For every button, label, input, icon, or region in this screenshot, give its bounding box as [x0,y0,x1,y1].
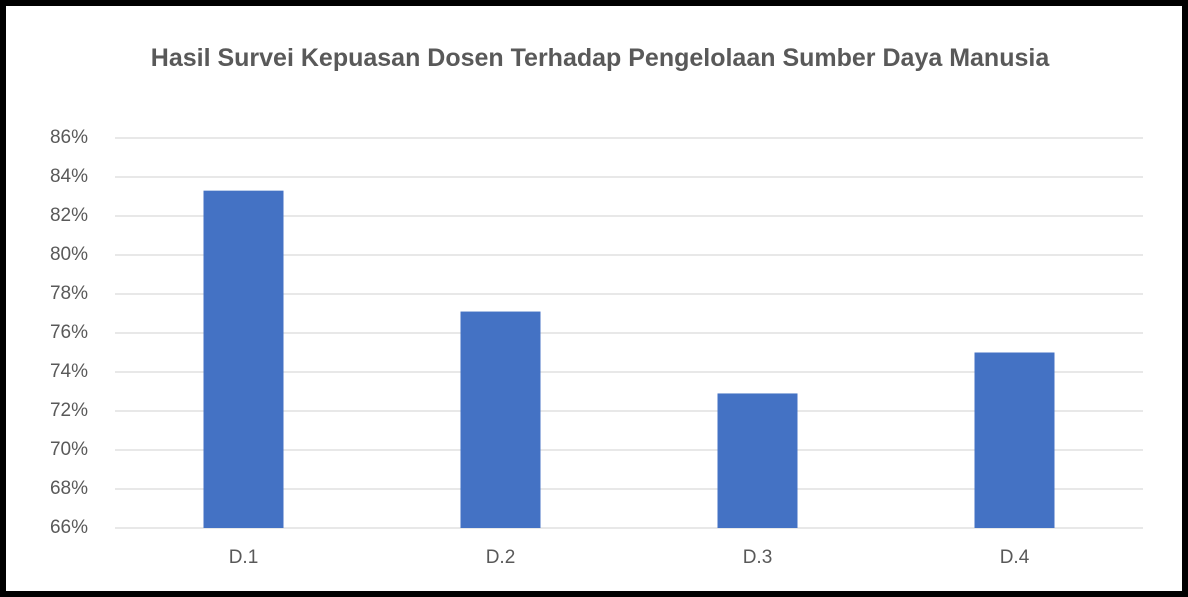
x-tick-label: D.1 [229,547,259,568]
y-tick-label: 82% [50,205,88,226]
bar [974,352,1055,528]
y-tick-label: 74% [50,361,88,382]
y-tick-label: 80% [50,244,88,265]
y-tick-label: 76% [50,322,88,343]
y-tick-label: 86% [50,127,88,148]
x-tick-label: D.4 [1000,547,1030,568]
y-tick-label: 70% [50,439,88,460]
y-tick-label: 66% [50,517,88,538]
x-tick-label: D.3 [743,547,773,568]
y-tick-label: 78% [50,283,88,304]
y-tick-label: 84% [50,166,88,187]
chart-title: Hasil Survei Kepuasan Dosen Terhadap Pen… [150,44,1050,72]
bar [717,393,798,528]
bar [460,311,541,528]
x-tick-label: D.2 [486,547,516,568]
bar [203,190,284,528]
y-tick-label: 68% [50,478,88,499]
y-tick-label: 72% [50,400,88,421]
